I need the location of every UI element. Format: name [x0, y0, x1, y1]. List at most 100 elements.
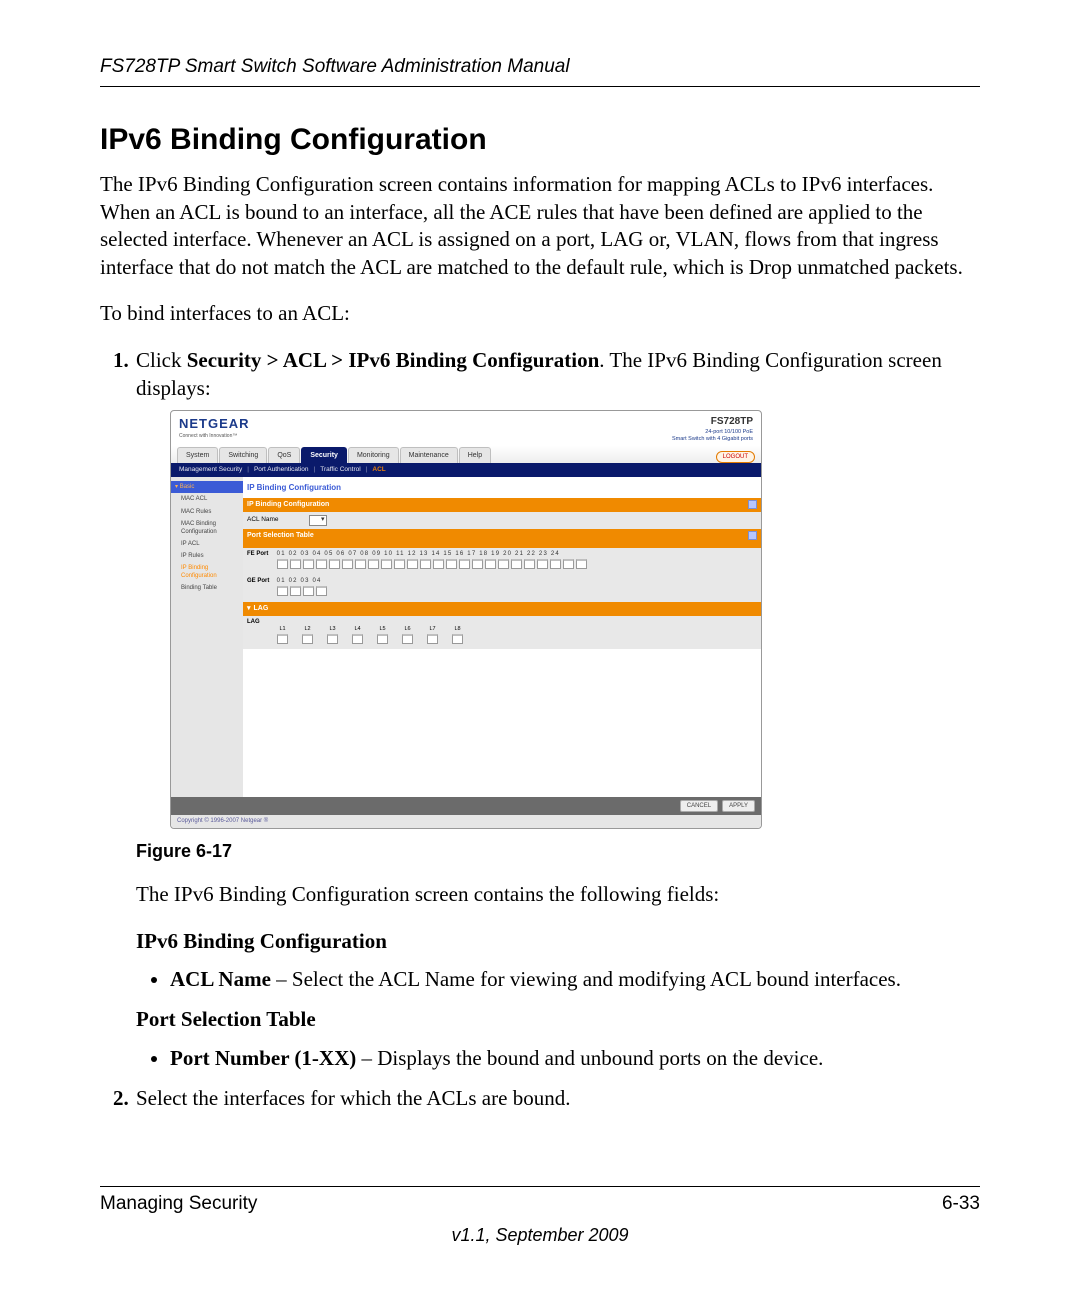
lag-number: L1: [279, 626, 285, 633]
lag-number: L3: [329, 626, 335, 633]
port-checkbox[interactable]: [355, 559, 366, 569]
logout-button[interactable]: LOGOUT: [716, 451, 755, 463]
port-checkbox[interactable]: [303, 559, 314, 569]
port-checkbox[interactable]: [329, 559, 340, 569]
help-icon[interactable]: [748, 531, 757, 540]
port-checkbox[interactable]: [290, 559, 301, 569]
lag-checkbox[interactable]: [427, 634, 438, 644]
sidebar-mac-binding[interactable]: MAC Binding Configuration: [171, 518, 243, 538]
sidebar-binding-table[interactable]: Binding Table: [171, 582, 243, 594]
field-port-number: Port Number (1-XX) – Displays the bound …: [170, 1044, 980, 1072]
lag-number: L2: [304, 626, 310, 633]
running-header: FS728TP Smart Switch Software Administra…: [100, 56, 980, 78]
sidebar-mac-rules[interactable]: MAC Rules: [171, 506, 243, 518]
lag-checkbox[interactable]: [377, 634, 388, 644]
port-checkbox[interactable]: [420, 559, 431, 569]
product-line1: 24-port 10/100 PoE: [672, 429, 753, 436]
port-checkbox[interactable]: [303, 586, 314, 596]
main-panel: IP Binding Configuration IP Binding Conf…: [243, 477, 761, 797]
brand-tagline: Connect with Innovation™: [179, 433, 250, 440]
field-port-number-desc: – Displays the bound and unbound ports o…: [356, 1046, 823, 1070]
top-rule: [100, 86, 980, 87]
tab-security[interactable]: Security: [301, 447, 347, 462]
ge-port-label: GE Port: [247, 577, 275, 585]
figure-caption: Figure 6-17: [136, 839, 980, 863]
lag-number: L8: [454, 626, 460, 633]
after-figure-text: The IPv6 Binding Configuration screen co…: [136, 881, 980, 909]
tab-qos[interactable]: QoS: [268, 447, 300, 462]
lag-column: L4: [352, 626, 363, 644]
panel-title: IP Binding Configuration: [243, 481, 761, 498]
cancel-button[interactable]: CANCEL: [680, 800, 718, 812]
acl-name-select[interactable]: [309, 515, 327, 526]
bottom-rule: [100, 1186, 980, 1187]
lag-checkbox[interactable]: [327, 634, 338, 644]
lag-checkbox[interactable]: [302, 634, 313, 644]
tab-system[interactable]: System: [177, 447, 218, 462]
port-checkbox[interactable]: [394, 559, 405, 569]
port-checkbox[interactable]: [316, 586, 327, 596]
section-heading: IPv6 Binding Configuration: [100, 123, 980, 157]
lag-checkbox[interactable]: [452, 634, 463, 644]
lag-label: LAG: [247, 618, 275, 626]
subhead-port-selection: Port Selection Table: [136, 1005, 980, 1033]
port-checkbox[interactable]: [537, 559, 548, 569]
port-checkbox[interactable]: [511, 559, 522, 569]
port-checkbox[interactable]: [485, 559, 496, 569]
lag-checkbox[interactable]: [402, 634, 413, 644]
section-bar-lag: ▾ LAG: [243, 602, 761, 615]
port-checkbox[interactable]: [498, 559, 509, 569]
section-bar-ports-label: Port Selection Table: [247, 531, 314, 540]
port-checkbox[interactable]: [342, 559, 353, 569]
port-checkbox[interactable]: [472, 559, 483, 569]
port-checkbox[interactable]: [316, 559, 327, 569]
port-checkbox[interactable]: [290, 586, 301, 596]
port-checkbox[interactable]: [277, 586, 288, 596]
tab-help[interactable]: Help: [459, 447, 491, 462]
figure-6-17: NETGEAR Connect with Innovation™ FS728TP…: [170, 410, 980, 828]
lag-column: L2: [302, 626, 313, 644]
tab-switching[interactable]: Switching: [219, 447, 267, 462]
port-checkbox[interactable]: [381, 559, 392, 569]
subnav-mgmt-security[interactable]: Management Security: [179, 466, 242, 475]
ge-port-numbers: 01 02 03 04: [277, 577, 322, 585]
subnav-port-auth[interactable]: Port Authentication: [254, 466, 309, 475]
subnav-acl[interactable]: ACL: [372, 466, 385, 475]
field-port-number-label: Port Number (1-XX): [170, 1046, 356, 1070]
tab-monitoring[interactable]: Monitoring: [348, 447, 399, 462]
lag-checkbox[interactable]: [277, 634, 288, 644]
lag-column: L5: [377, 626, 388, 644]
section-bar-ports: Port Selection Table: [243, 529, 761, 542]
product-model: FS728TP: [672, 415, 753, 429]
port-checkbox[interactable]: [433, 559, 444, 569]
port-checkbox[interactable]: [368, 559, 379, 569]
section-bar-lag-label: LAG: [254, 604, 269, 613]
lag-number: L7: [429, 626, 435, 633]
sidebar-ip-binding[interactable]: IP Binding Configuration: [171, 562, 243, 582]
port-checkbox[interactable]: [550, 559, 561, 569]
footer-version: v1.1, September 2009: [100, 1225, 980, 1246]
port-checkbox[interactable]: [446, 559, 457, 569]
intro-paragraph: The IPv6 Binding Configuration screen co…: [100, 171, 980, 282]
fe-port-label: FE Port: [247, 550, 275, 558]
port-checkbox[interactable]: [576, 559, 587, 569]
fe-port-numbers: 01 02 03 04 05 06 07 08 09 10 11 12 13 1…: [277, 550, 560, 558]
sidebar-ip-rules[interactable]: IP Rules: [171, 550, 243, 562]
sidebar-mac-acl[interactable]: MAC ACL: [171, 493, 243, 505]
port-checkbox[interactable]: [563, 559, 574, 569]
port-checkbox[interactable]: [524, 559, 535, 569]
subnav-traffic-control[interactable]: Traffic Control: [320, 466, 360, 475]
main-tabs: System Switching QoS Security Monitoring…: [171, 446, 761, 463]
lead-in: To bind interfaces to an ACL:: [100, 300, 980, 328]
port-checkbox[interactable]: [407, 559, 418, 569]
subhead-ipv6-binding: IPv6 Binding Configuration: [136, 927, 980, 955]
apply-button[interactable]: APPLY: [722, 800, 755, 812]
fe-port-block: FE Port 01 02 03 04 05 06 07 08 09 10 11…: [243, 548, 761, 575]
sidebar: ▾ Basic MAC ACL MAC Rules MAC Binding Co…: [171, 477, 243, 797]
tab-maintenance[interactable]: Maintenance: [400, 447, 458, 462]
port-checkbox[interactable]: [277, 559, 288, 569]
port-checkbox[interactable]: [459, 559, 470, 569]
lag-checkbox[interactable]: [352, 634, 363, 644]
sidebar-ip-acl[interactable]: IP ACL: [171, 538, 243, 550]
help-icon[interactable]: [748, 500, 757, 509]
